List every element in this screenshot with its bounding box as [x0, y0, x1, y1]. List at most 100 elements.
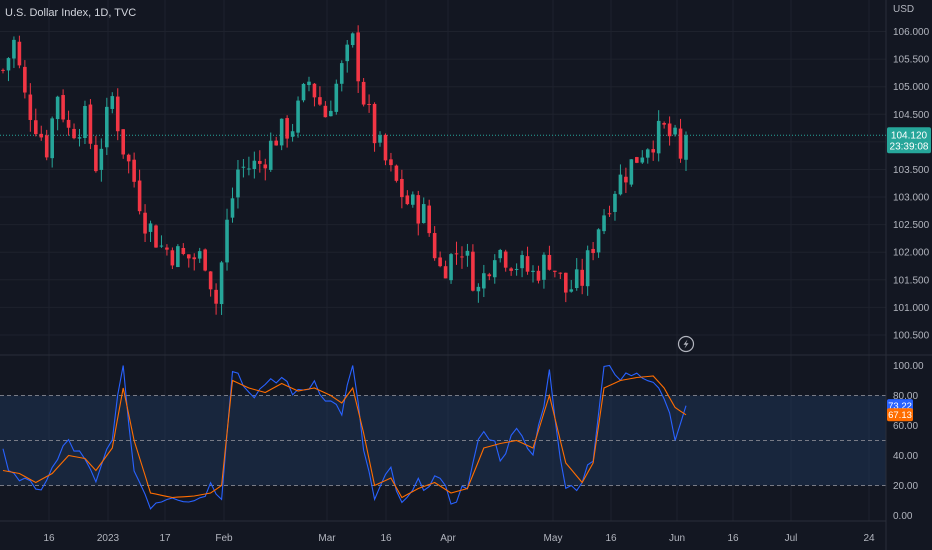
- candle: [378, 131, 382, 147]
- candle: [12, 36, 16, 68]
- candle: [44, 129, 49, 161]
- time-tick-label: Feb: [215, 533, 233, 544]
- candle: [274, 136, 278, 146]
- candle: [580, 258, 584, 295]
- candle: [318, 86, 322, 106]
- candle: [83, 100, 87, 145]
- candle: [290, 123, 295, 142]
- candle: [105, 97, 109, 156]
- price-tag-box: [887, 127, 931, 154]
- d-value-tag: 67.13: [887, 408, 913, 422]
- stochastic-tick-label: 20.00: [893, 481, 918, 492]
- price-tag-price: 104.120: [891, 130, 928, 141]
- price-tick-label: 102.500: [893, 220, 930, 231]
- candle: [443, 260, 448, 279]
- candle: [126, 153, 131, 174]
- stochastic-axis: 100.00 80.00 60.00 40.00 20.00 0.00: [893, 361, 924, 522]
- price-tick-label: 105.000: [893, 82, 930, 93]
- candle: [50, 116, 54, 168]
- chart-title: U.S. Dollar Index, 1D, TVC: [5, 7, 137, 19]
- candle: [137, 169, 142, 215]
- candle: [629, 159, 634, 187]
- candle: [563, 272, 568, 303]
- candle: [383, 133, 388, 166]
- d-value-box: [887, 408, 913, 422]
- candle: [301, 82, 306, 103]
- candle: [651, 140, 656, 161]
- candle: [427, 199, 431, 237]
- price-tick-label: 102.000: [893, 248, 930, 259]
- candle: [520, 250, 524, 278]
- candle: [350, 32, 355, 48]
- price-tick-label: 101.000: [893, 303, 930, 314]
- candlestick-series: [1, 25, 688, 315]
- candle: [334, 79, 339, 115]
- candle: [176, 244, 180, 268]
- candle: [39, 125, 44, 141]
- candle: [28, 83, 33, 132]
- candle: [421, 197, 426, 224]
- candle: [596, 228, 601, 258]
- candle: [416, 190, 421, 236]
- candle: [607, 205, 612, 217]
- candle: [236, 159, 240, 209]
- candle: [6, 57, 11, 82]
- candle: [684, 131, 688, 171]
- time-tick-label: May: [544, 533, 563, 544]
- candle: [361, 78, 366, 107]
- candle: [219, 260, 224, 315]
- candle: [438, 251, 442, 268]
- candle: [296, 96, 300, 138]
- price-tick-label: 106.000: [893, 27, 930, 38]
- candle: [673, 124, 677, 137]
- candle: [411, 191, 415, 208]
- candle: [345, 39, 350, 73]
- candle: [192, 253, 197, 271]
- price-tick-label: 100.500: [893, 330, 930, 341]
- candle: [487, 272, 492, 281]
- candle: [132, 152, 136, 188]
- candle: [247, 156, 251, 176]
- currency-label: USD: [893, 4, 915, 15]
- stochastic-tick-label: 0.00: [893, 511, 913, 522]
- price-tag-countdown: 23:39:08: [890, 141, 929, 152]
- candle: [367, 94, 371, 113]
- candle: [454, 241, 459, 265]
- candle: [525, 246, 530, 275]
- price-tick-label: 105.500: [893, 55, 930, 66]
- candle: [667, 116, 672, 146]
- candle: [181, 243, 186, 256]
- k-value-label: 73.22: [888, 401, 912, 412]
- candle: [23, 60, 27, 99]
- candle: [307, 76, 311, 92]
- candle: [400, 169, 404, 209]
- stochastic-tick-label: 80.00: [893, 391, 918, 402]
- lightning-icon-bolt: [683, 339, 689, 349]
- candle: [121, 129, 126, 159]
- candle: [635, 156, 639, 164]
- candle: [214, 283, 218, 315]
- stochastic-tick-label: 40.00: [893, 451, 918, 462]
- candle: [460, 246, 464, 269]
- candle: [569, 280, 574, 293]
- time-tick-label: Apr: [440, 533, 456, 544]
- candle: [542, 252, 546, 289]
- candle: [197, 247, 202, 263]
- candle: [640, 150, 645, 164]
- candle: [624, 167, 628, 193]
- candle: [159, 235, 164, 248]
- candle: [356, 25, 360, 93]
- time-axis: 16 2023 17 Feb Mar 16 Apr May 16 Jun 16 Jul 24: [43, 533, 875, 544]
- candle: [613, 190, 617, 221]
- candle: [143, 204, 147, 243]
- candle: [165, 244, 169, 256]
- candle: [170, 247, 175, 270]
- candle: [492, 254, 497, 284]
- lightning-icon[interactable]: [677, 335, 695, 353]
- candle: [662, 121, 666, 129]
- candle: [312, 83, 317, 107]
- candle: [285, 115, 289, 148]
- d-line: [2, 375, 687, 499]
- candle: [88, 99, 93, 150]
